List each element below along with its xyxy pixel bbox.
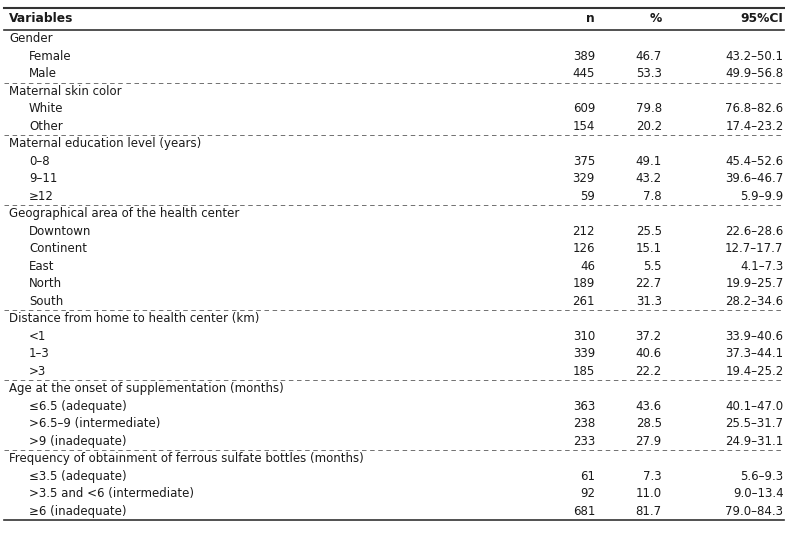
Text: n: n <box>586 13 595 25</box>
Text: 238: 238 <box>573 417 595 430</box>
Text: 11.0: 11.0 <box>636 488 662 500</box>
Text: ≤3.5 (adequate): ≤3.5 (adequate) <box>29 470 126 483</box>
Text: %: % <box>649 13 662 25</box>
Text: Gender: Gender <box>9 32 53 45</box>
Text: South: South <box>29 295 64 308</box>
Text: Maternal skin color: Maternal skin color <box>9 85 122 98</box>
Text: North: North <box>29 277 62 290</box>
Text: 12.7–17.7: 12.7–17.7 <box>725 242 783 255</box>
Text: 53.3: 53.3 <box>636 67 662 80</box>
Text: 59: 59 <box>580 190 595 203</box>
Text: 7.8: 7.8 <box>643 190 662 203</box>
Text: 43.2–50.1: 43.2–50.1 <box>725 50 783 63</box>
Text: 25.5: 25.5 <box>636 225 662 238</box>
Text: 7.3: 7.3 <box>643 470 662 483</box>
Text: Variables: Variables <box>9 13 74 25</box>
Text: 5.9–9.9: 5.9–9.9 <box>740 190 783 203</box>
Text: Female: Female <box>29 50 71 63</box>
Text: 27.9: 27.9 <box>636 435 662 448</box>
Text: 126: 126 <box>572 242 595 255</box>
Text: Male: Male <box>29 67 57 80</box>
Text: 46: 46 <box>580 260 595 273</box>
Text: White: White <box>29 102 64 115</box>
Text: 4.1–7.3: 4.1–7.3 <box>740 260 783 273</box>
Text: 31.3: 31.3 <box>636 295 662 308</box>
Text: East: East <box>29 260 54 273</box>
Text: 95%CI: 95%CI <box>740 13 783 25</box>
Text: 20.2: 20.2 <box>636 120 662 133</box>
Text: 33.9–40.6: 33.9–40.6 <box>725 330 783 343</box>
Text: Continent: Continent <box>29 242 87 255</box>
Text: >9 (inadequate): >9 (inadequate) <box>29 435 126 448</box>
Text: >6.5–9 (intermediate): >6.5–9 (intermediate) <box>29 417 160 430</box>
Text: 609: 609 <box>572 102 595 115</box>
Text: Maternal education level (years): Maternal education level (years) <box>9 137 202 150</box>
Text: 9–11: 9–11 <box>29 172 57 185</box>
Text: 154: 154 <box>572 120 595 133</box>
Text: 92: 92 <box>580 488 595 500</box>
Text: 22.2: 22.2 <box>636 365 662 378</box>
Text: 24.9–31.1: 24.9–31.1 <box>725 435 783 448</box>
Text: 15.1: 15.1 <box>636 242 662 255</box>
Text: 339: 339 <box>573 347 595 360</box>
Text: 40.6: 40.6 <box>636 347 662 360</box>
Text: 375: 375 <box>573 155 595 168</box>
Text: 79.0–84.3: 79.0–84.3 <box>725 505 783 518</box>
Text: 43.6: 43.6 <box>636 400 662 413</box>
Text: 22.6–28.6: 22.6–28.6 <box>725 225 783 238</box>
Text: 46.7: 46.7 <box>636 50 662 63</box>
Text: Age at the onset of supplementation (months): Age at the onset of supplementation (mon… <box>9 382 284 395</box>
Text: Downtown: Downtown <box>29 225 91 238</box>
Text: 310: 310 <box>573 330 595 343</box>
Text: Geographical area of the health center: Geographical area of the health center <box>9 207 239 220</box>
Text: 37.2: 37.2 <box>636 330 662 343</box>
Text: 329: 329 <box>572 172 595 185</box>
Text: ≥12: ≥12 <box>29 190 54 203</box>
Text: <1: <1 <box>29 330 46 343</box>
Text: 61: 61 <box>580 470 595 483</box>
Text: 28.2–34.6: 28.2–34.6 <box>725 295 783 308</box>
Text: Frequency of obtainment of ferrous sulfate bottles (months): Frequency of obtainment of ferrous sulfa… <box>9 452 364 465</box>
Text: 25.5–31.7: 25.5–31.7 <box>725 417 783 430</box>
Text: 22.7: 22.7 <box>636 277 662 290</box>
Text: 0–8: 0–8 <box>29 155 49 168</box>
Text: 233: 233 <box>573 435 595 448</box>
Text: 49.1: 49.1 <box>636 155 662 168</box>
Text: 81.7: 81.7 <box>636 505 662 518</box>
Text: 445: 445 <box>572 67 595 80</box>
Text: 45.4–52.6: 45.4–52.6 <box>725 155 783 168</box>
Text: 1–3: 1–3 <box>29 347 49 360</box>
Text: 39.6–46.7: 39.6–46.7 <box>725 172 783 185</box>
Text: 40.1–47.0: 40.1–47.0 <box>725 400 783 413</box>
Text: >3.5 and <6 (intermediate): >3.5 and <6 (intermediate) <box>29 488 194 500</box>
Text: ≤6.5 (adequate): ≤6.5 (adequate) <box>29 400 127 413</box>
Text: 212: 212 <box>572 225 595 238</box>
Text: 363: 363 <box>573 400 595 413</box>
Text: Other: Other <box>29 120 63 133</box>
Text: 5.6–9.3: 5.6–9.3 <box>740 470 783 483</box>
Text: 37.3–44.1: 37.3–44.1 <box>725 347 783 360</box>
Text: 17.4–23.2: 17.4–23.2 <box>725 120 783 133</box>
Text: 9.0–13.4: 9.0–13.4 <box>733 488 783 500</box>
Text: 49.9–56.8: 49.9–56.8 <box>725 67 783 80</box>
Text: 28.5: 28.5 <box>636 417 662 430</box>
Text: Distance from home to health center (km): Distance from home to health center (km) <box>9 312 260 325</box>
Text: 5.5: 5.5 <box>643 260 662 273</box>
Text: 185: 185 <box>573 365 595 378</box>
Text: >3: >3 <box>29 365 46 378</box>
Text: 79.8: 79.8 <box>636 102 662 115</box>
Text: 681: 681 <box>572 505 595 518</box>
Text: 76.8–82.6: 76.8–82.6 <box>725 102 783 115</box>
Text: 389: 389 <box>573 50 595 63</box>
Text: 261: 261 <box>572 295 595 308</box>
Text: 189: 189 <box>572 277 595 290</box>
Text: 19.4–25.2: 19.4–25.2 <box>725 365 783 378</box>
Text: 43.2: 43.2 <box>636 172 662 185</box>
Text: 19.9–25.7: 19.9–25.7 <box>725 277 783 290</box>
Text: ≥6 (inadequate): ≥6 (inadequate) <box>29 505 126 518</box>
